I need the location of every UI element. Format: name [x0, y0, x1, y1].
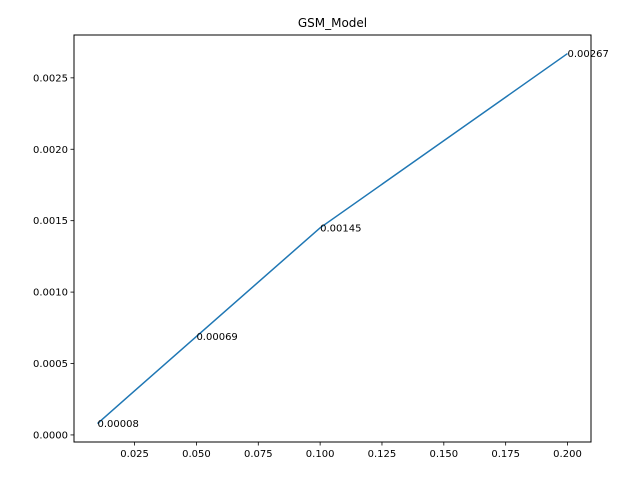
- data-label: 0.00008: [98, 419, 139, 430]
- axes-frame: [73, 34, 592, 443]
- x-tick-label: 0.100: [306, 449, 335, 460]
- x-tick-label: 0.175: [491, 449, 520, 460]
- y-tick-label: 0.0020: [33, 145, 68, 156]
- x-tick-label: 0.150: [429, 449, 458, 460]
- data-label: 0.00145: [320, 223, 361, 234]
- series-line: [97, 52, 568, 425]
- y-axis: 0.0000 0.0005 0.0010 0.0015 0.0020 0.0025: [33, 73, 74, 441]
- y-tick-label: 0.0025: [33, 73, 68, 84]
- x-tick-label: 0.125: [368, 449, 397, 460]
- x-axis: 0.025 0.050 0.075 0.100 0.125 0.150 0.175 0.200: [120, 442, 582, 460]
- y-tick-label: 0.0000: [33, 430, 68, 441]
- chart-title: GSM_Model: [298, 16, 367, 30]
- x-tick-label: 0.025: [120, 449, 149, 460]
- data-label: 0.00267: [568, 49, 609, 60]
- x-tick-label: 0.075: [244, 449, 273, 460]
- x-tick-label: 0.200: [553, 449, 582, 460]
- y-tick-label: 0.0010: [33, 288, 68, 299]
- plot-area: 0.00008 0.00069 0.00145 0.00267: [97, 49, 609, 430]
- y-tick-label: 0.0005: [33, 359, 68, 370]
- data-label: 0.00069: [196, 332, 237, 343]
- x-tick-label: 0.050: [182, 449, 211, 460]
- y-tick-label: 0.0015: [33, 216, 68, 227]
